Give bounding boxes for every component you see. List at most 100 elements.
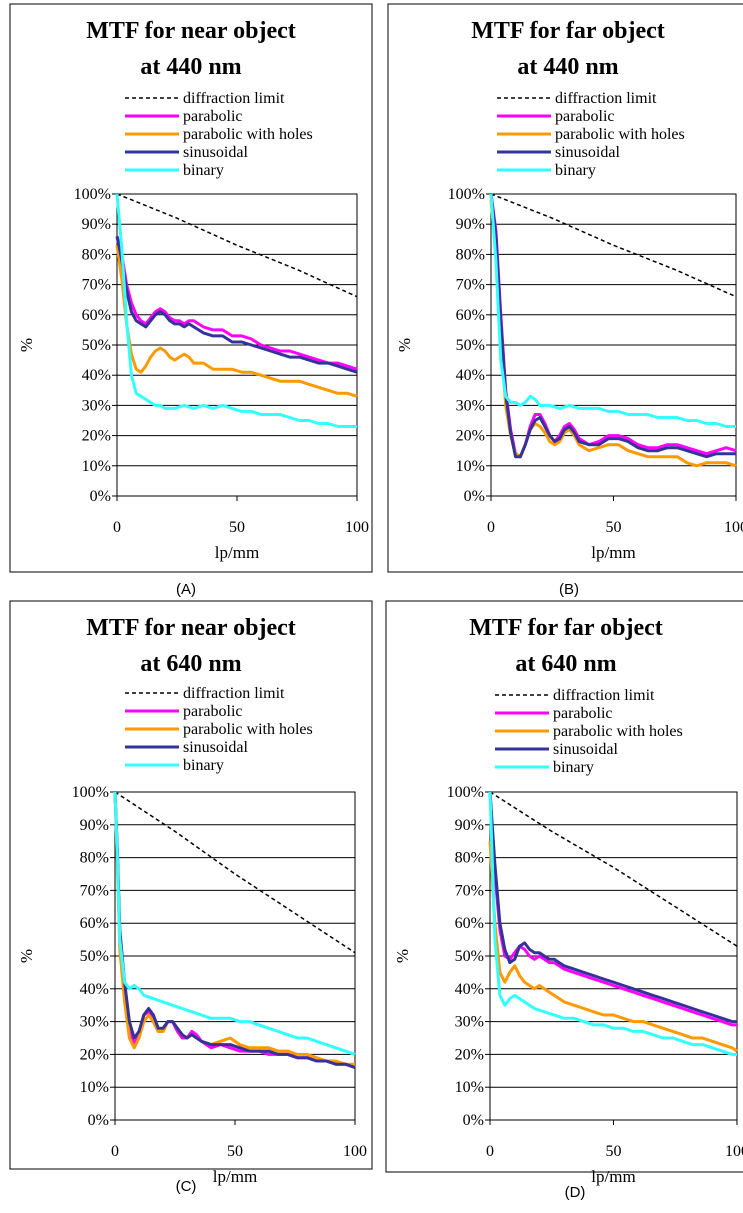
y-tick-label: 50%: [80, 948, 109, 965]
y-tick-label: 10%: [455, 1079, 484, 1096]
y-tick-label: 50%: [82, 337, 111, 354]
series-line-sinusoidal: [113, 791, 356, 1069]
legend-entry: parabolic with holes: [125, 721, 313, 738]
legend-label: binary: [183, 757, 224, 774]
legend-label: parabolic: [553, 705, 613, 722]
legend-entry: parabolic: [125, 108, 243, 125]
legend-entry: parabolic with holes: [495, 723, 683, 740]
legend-entry: binary: [497, 162, 596, 179]
y-tick-label: 0%: [88, 1112, 109, 1129]
y-tick-label: 60%: [82, 307, 111, 324]
x-axis-label: lp/mm: [213, 1167, 257, 1186]
legend-entry: binary: [125, 162, 224, 179]
chart-panel-c: MTF for near object at 640 nm diffraction …: [9, 600, 373, 1186]
legend-label: parabolic with holes: [555, 126, 685, 143]
panel-frame: [9, 600, 373, 1170]
y-tick-label: 100%: [72, 784, 109, 801]
y-tick-label: 30%: [456, 397, 485, 414]
series-line-binary: [489, 193, 736, 428]
y-tick-label: 60%: [456, 307, 485, 324]
series-line-parabolic-with-holes: [488, 841, 738, 1053]
x-tick-label: 100: [724, 519, 743, 536]
y-tick-label: 80%: [82, 246, 111, 263]
panel-frame: [387, 3, 743, 573]
x-tick-label: 0: [486, 1143, 494, 1160]
y-tick-label: 30%: [455, 1014, 484, 1031]
y-tick-label: 50%: [456, 337, 485, 354]
x-tick-label: 0: [487, 519, 495, 536]
x-tick-label: 0: [111, 1143, 119, 1160]
y-tick-label: 100%: [448, 186, 485, 203]
legend-entry: parabolic: [495, 705, 613, 722]
legend-entry: diffraction limit: [497, 90, 657, 107]
chart-title: MTF for far object: [469, 615, 663, 641]
y-tick-label: 30%: [82, 397, 111, 414]
chart-title: at 640 nm: [515, 651, 616, 677]
y-tick-label: 20%: [456, 428, 485, 445]
y-tick-label: 40%: [82, 367, 111, 384]
y-tick-label: 40%: [80, 981, 109, 998]
legend-label: sinusoidal: [555, 144, 620, 161]
legend-label: parabolic with holes: [183, 721, 313, 738]
y-tick-label: 10%: [456, 458, 485, 475]
series-line-sinusoidal: [488, 791, 737, 1024]
legend-entry: sinusoidal: [495, 741, 618, 758]
legend-label: diffraction limit: [183, 685, 285, 702]
y-tick-label: 90%: [455, 817, 484, 834]
y-tick-label: 90%: [80, 817, 109, 834]
series-line-parabolic: [115, 235, 358, 371]
x-tick-label: 100: [345, 519, 369, 536]
legend-label: diffraction limit: [555, 90, 657, 107]
legend-label: parabolic: [183, 108, 243, 125]
y-axis-label: %: [17, 949, 36, 963]
y-tick-label: 80%: [455, 850, 484, 867]
legend-label: sinusoidal: [183, 144, 248, 161]
series-line-diffraction-limit: [114, 791, 356, 954]
legend-label: sinusoidal: [553, 741, 618, 758]
legend-entry: sinusoidal: [497, 144, 620, 161]
y-tick-label: 20%: [80, 1046, 109, 1063]
chart-title: at 440 nm: [517, 54, 618, 80]
legend-label: parabolic with holes: [553, 723, 683, 740]
legend-entry: parabolic: [125, 703, 243, 720]
y-tick-label: 80%: [80, 850, 109, 867]
legend-label: sinusoidal: [183, 739, 248, 756]
y-tick-label: 10%: [82, 458, 111, 475]
legend-label: binary: [555, 162, 596, 179]
x-tick-label: 100: [343, 1143, 367, 1160]
legend-label: diffraction limit: [553, 687, 655, 704]
legend-entry: parabolic with holes: [497, 126, 685, 143]
legend-entry: parabolic with holes: [125, 126, 313, 143]
series-line-diffraction-limit: [490, 193, 737, 298]
chart-panel-d: MTF for far object at 640 nm diffraction l…: [385, 600, 743, 1186]
panel-label: (C): [176, 1178, 197, 1195]
y-tick-label: 20%: [82, 428, 111, 445]
y-axis-label: %: [395, 338, 414, 352]
panel-label: (B): [559, 581, 579, 598]
series-line-binary: [115, 193, 357, 428]
y-tick-label: 100%: [74, 186, 111, 203]
x-tick-label: 50: [606, 519, 622, 536]
series-line-binary: [113, 791, 356, 1056]
panel-label: (D): [565, 1184, 586, 1201]
chart-panel-b: MTF for far object at 440 nm diffraction l…: [387, 3, 743, 573]
chart-title: at 440 nm: [140, 54, 241, 80]
series-line-parabolic-with-holes: [115, 245, 358, 398]
legend-label: binary: [553, 759, 594, 776]
x-axis-label: lp/mm: [215, 543, 259, 562]
x-tick-label: 50: [227, 1143, 243, 1160]
y-tick-label: 0%: [464, 488, 485, 505]
y-tick-label: 60%: [80, 915, 109, 932]
y-tick-label: 30%: [80, 1014, 109, 1031]
legend-label: diffraction limit: [183, 90, 285, 107]
chart-title: at 640 nm: [140, 651, 241, 677]
y-tick-label: 40%: [456, 367, 485, 384]
panel-frame: [9, 3, 373, 573]
y-tick-label: 80%: [456, 246, 485, 263]
chart-title: MTF for near object: [86, 615, 296, 641]
legend-entry: diffraction limit: [125, 685, 285, 702]
x-axis-label: lp/mm: [591, 543, 635, 562]
y-tick-label: 70%: [455, 882, 484, 899]
y-tick-label: 0%: [90, 488, 111, 505]
